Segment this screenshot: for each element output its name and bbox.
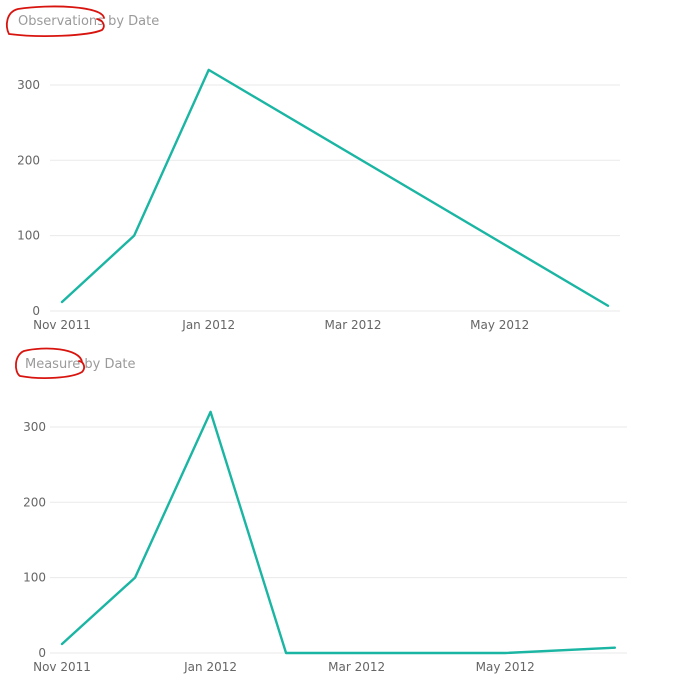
chart-plot: 0 100 200 300 Nov 2011 Jan 2012 Mar 2012 May 20… (15, 347, 627, 674)
measure-chart: Measure by Date 0 100 200 300 Nov 2011 Jan 20… (0, 342, 674, 698)
y-tick-label: 100 (23, 571, 46, 585)
annotation-circle (15, 347, 86, 379)
chart-plot: 0 100 200 300 Nov 2011 Jan 2012 Mar 2012 May 20… (6, 5, 620, 332)
series-line (60, 410, 617, 655)
x-tick-label: Mar 2012 (328, 660, 385, 674)
chart-title: Observations by Date (18, 14, 159, 29)
series-line (60, 68, 610, 307)
chart-title-highlighted: Measure (25, 357, 81, 372)
x-tick-label: Nov 2011 (33, 318, 91, 332)
x-tick-label: May 2012 (470, 318, 529, 332)
chart-title-rest: by Date (103, 14, 160, 29)
y-tick-label: 0 (32, 304, 40, 318)
y-tick-label: 300 (17, 78, 40, 92)
y-tick-label: 200 (17, 153, 40, 167)
y-tick-label: 100 (17, 229, 40, 243)
observations-chart: Observations by Date 0 100 200 300 Nov 2011 J… (0, 0, 674, 342)
y-tick-label: 0 (38, 646, 46, 660)
annotation-circle (6, 5, 105, 37)
x-tick-label: Jan 2012 (183, 660, 237, 674)
chart-title-highlighted: Observations (18, 14, 104, 29)
chart-title: Measure by Date (25, 357, 136, 372)
chart-title-rest: by Date (80, 357, 136, 372)
x-tick-label: May 2012 (476, 660, 535, 674)
y-tick-label: 300 (23, 420, 46, 434)
x-tick-label: Jan 2012 (181, 318, 235, 332)
y-tick-label: 200 (23, 495, 46, 509)
x-tick-label: Nov 2011 (33, 660, 91, 674)
x-tick-label: Mar 2012 (325, 318, 382, 332)
